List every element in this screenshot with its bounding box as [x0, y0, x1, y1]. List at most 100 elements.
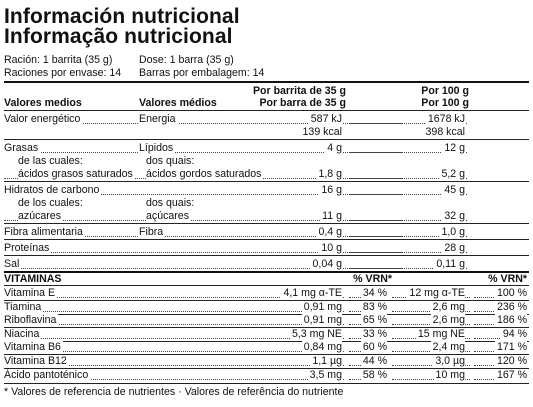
vitamin-vrn-per-bar: 60 %	[360, 341, 387, 353]
vrn-header-per-100g: % VRN*	[488, 273, 527, 285]
vitamin-row: Riboflavina 0,91 mg 65 % 2,6 mg 186 %	[4, 314, 529, 327]
nutrient-name-es: Sal	[4, 258, 22, 270]
vitamins-header: VITAMINAS % VRN* % VRN*	[4, 273, 529, 286]
vitamin-amount-per-bar: 3,5 mg	[307, 369, 342, 381]
per-bar-header-pt: Por barra de 35 g	[259, 97, 346, 109]
divider	[4, 110, 529, 111]
servings-per-pack-es: Raciones por envase: 14	[4, 67, 122, 79]
vitamin-row: Ácido pantoténico 3,5 mg 58 % 10 mg 167 %	[4, 369, 529, 382]
vitamin-vrn-per-bar: 34 %	[360, 287, 387, 299]
title-spanish: Información nutricional	[4, 5, 240, 28]
nutrient-row-salt: Sal 0,04 g 0,11 g	[4, 258, 529, 271]
value-per-100g: 45 g	[442, 184, 465, 196]
vitamin-amount-per-100g: 10 mg	[433, 369, 465, 381]
divider	[4, 383, 529, 384]
nutrient-name-es: Grasas	[4, 142, 41, 154]
vitamin-name: Ácido pantoténico	[4, 369, 91, 381]
vitamin-vrn-per-bar: 33 %	[360, 328, 387, 340]
nutrient-name-pt: dos quais:	[146, 197, 195, 209]
value-per-100g: 0,11 g	[434, 258, 465, 270]
value-per-bar: 4 g	[325, 142, 342, 154]
vitamin-vrn-per-bar: 58 %	[360, 369, 387, 381]
value-per-100g: 1,0 g	[439, 226, 465, 238]
vitamin-amount-per-100g: 15 mg NE	[415, 328, 465, 340]
divider	[4, 239, 529, 240]
col-label-es: Valores medios	[4, 97, 82, 109]
per-100-header-pt: Por 100 g	[421, 97, 469, 109]
vitamin-name: Riboflavina	[4, 314, 59, 326]
divider	[4, 271, 529, 273]
vitamin-vrn-per-100g: 186 %	[494, 314, 527, 326]
title-portuguese: Informação nutricional	[4, 25, 233, 48]
vitamin-row: Tiamina 0,91 mg 83 % 2,6 mg 236 %	[4, 301, 529, 314]
nutrient-row-of-which: de las cuales: dos quais:	[4, 155, 529, 168]
nutrient-row-sugars: azúcares açúcares 11 g 32 g	[4, 210, 529, 223]
nutrient-name-es: de los cuales:	[18, 197, 83, 209]
vitamin-vrn-per-100g: 171 %	[494, 341, 527, 353]
vitamin-amount-per-100g: 2,6 mg	[430, 314, 465, 326]
vitamin-vrn-per-100g: 236 %	[494, 301, 527, 313]
vitamin-vrn-per-100g: 94 %	[500, 328, 527, 340]
nutrient-row-carbohydrate: Hidratos de carbono 16 g 45 g	[4, 184, 529, 197]
nutrient-row-energy-kj: Valor energético Energia 587 kJ 1678 kJ	[4, 113, 529, 126]
vitamin-row: Vitamina B12 1,1 µg 44 % 3,0 µg 120 %	[4, 355, 529, 368]
nutrient-name-pt: Energia	[139, 113, 178, 125]
vitamin-row: Niacina 5,3 mg NE 33 % 15 mg NE 94 %	[4, 328, 529, 341]
nutrient-row-energy-kcal: 139 kcal 398 kcal	[4, 126, 529, 139]
nutrient-name-pt: Lípidos	[139, 142, 176, 154]
divider	[4, 181, 529, 182]
nutrient-name-es: azúcares	[18, 210, 63, 222]
divider	[4, 327, 529, 328]
vitamin-vrn-per-100g: 100 %	[494, 287, 527, 299]
nutrient-name-es: Hidratos de carbono	[4, 184, 102, 196]
value-per-100g: 12 g	[442, 142, 465, 154]
vitamin-row: Vitamina B6 0,84 mg 60 % 2,4 mg 171 %	[4, 341, 529, 354]
divider	[4, 223, 529, 224]
nutrient-name-es: ácidos grasos saturados	[18, 168, 135, 180]
value-per-bar: 0,04 g	[310, 258, 342, 270]
divider	[4, 139, 529, 140]
value-per-100g: 5,2 g	[439, 168, 465, 180]
per-100-header-es: Por 100 g	[421, 85, 469, 97]
nutrient-row-of-which: de los cuales: dos quais:	[4, 197, 529, 210]
nutrient-row-fibre: Fibra alimentaria Fibra 0,4 g 1,0 g	[4, 226, 529, 239]
nutrient-name-pt: açúcares	[146, 210, 191, 222]
value-per-bar: 0,4 g	[316, 226, 342, 238]
serving-size-es: Ración: 1 barrita (35 g)	[4, 54, 113, 66]
vitamin-amount-per-100g: 2,6 mg	[430, 301, 465, 313]
footnote: * Valores de referencia de nutrientes · …	[4, 386, 344, 398]
vitamin-amount-per-bar: 0,84 mg	[301, 341, 342, 353]
vitamin-amount-per-bar: 4,1 mg α-TE	[281, 287, 342, 299]
divider	[4, 81, 529, 83]
vitamin-name: Tiamina	[4, 301, 44, 313]
vitamin-vrn-per-bar: 83 %	[360, 301, 387, 313]
vitamin-vrn-per-100g: 167 %	[494, 369, 527, 381]
vitamin-amount-per-bar: 1,1 µg	[310, 355, 342, 367]
value-per-100g: 1678 kJ	[425, 113, 465, 125]
vitamin-amount-per-100g: 2,4 mg	[430, 341, 465, 353]
nutrient-row-protein: Proteínas 10 g 28 g	[4, 242, 529, 255]
divider	[4, 300, 529, 301]
vitamin-name: Niacina	[4, 328, 42, 340]
divider	[4, 314, 529, 315]
divider	[4, 368, 529, 369]
per-bar-header-es: Por barrita de 35 g	[252, 85, 346, 97]
vitamin-amount-per-100g: 3,0 µg	[433, 355, 465, 367]
nutrient-row-fat: Grasas Lípidos 4 g 12 g	[4, 142, 529, 155]
nutrient-name-pt: ácidos gordos saturados	[146, 168, 264, 180]
divider	[4, 285, 529, 286]
nutrient-row-saturates: ácidos grasos saturados ácidos gordos sa…	[4, 168, 529, 181]
vitamin-row: Vitamina E 4,1 mg α-TE 34 % 12 mg α-TE 100 %	[4, 287, 529, 300]
value-per-100g: 28 g	[442, 242, 465, 254]
divider	[4, 354, 529, 355]
nutrient-name-pt: dos quais:	[146, 155, 195, 167]
serving-size-pt: Dose: 1 barra (35 g)	[139, 54, 234, 66]
nutrient-name-es: Valor energético	[4, 113, 83, 125]
vrn-header-per-bar: % VRN*	[353, 273, 392, 285]
value-per-bar: 10 g	[319, 242, 342, 254]
vitamin-name: Vitamina E	[4, 287, 58, 299]
nutrient-name-es: de las cuales:	[18, 155, 83, 167]
nutrient-name-es: Proteínas	[4, 242, 52, 254]
divider	[4, 255, 529, 256]
